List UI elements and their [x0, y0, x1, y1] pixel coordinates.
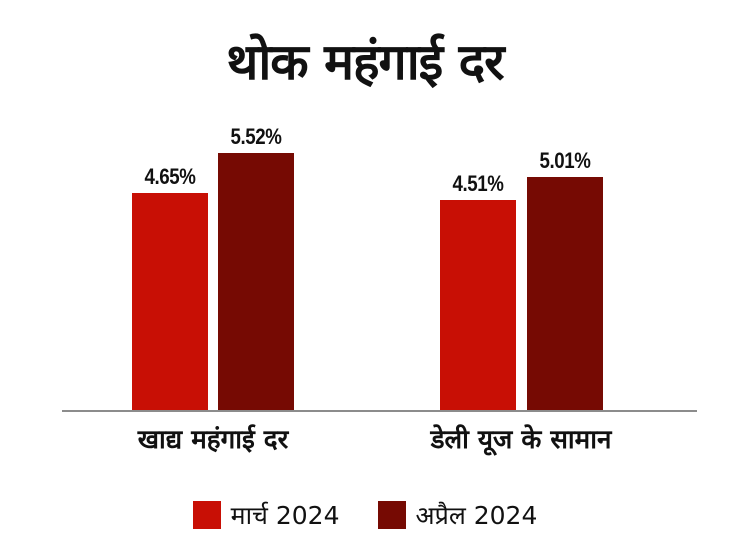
bar-value-label: 4.65%: [144, 164, 196, 189]
bar-april-food: [218, 153, 294, 411]
bar-value-label: 5.01%: [539, 148, 591, 173]
legend-label: मार्च 2024: [230, 501, 340, 530]
bar-march-daily-use: [440, 200, 516, 411]
legend-item-april: अप्रैल 2024: [377, 498, 538, 532]
category-label-food-inflation: खाद्य महंगाई दर: [137, 425, 289, 455]
category-label-daily-use-items: डेली यूज के सामान: [430, 425, 612, 455]
bar-april-daily-use: [527, 177, 603, 411]
legend-item-march: मार्च 2024: [192, 498, 340, 532]
bar-value-label: 5.52%: [230, 124, 282, 149]
bar-value-label: 4.51%: [452, 171, 504, 196]
legend-label: अप्रैल 2024: [415, 501, 538, 530]
bar-march-food: [132, 193, 208, 411]
legend-swatch-april: [377, 501, 406, 529]
legend-swatch-march: [192, 501, 221, 529]
legend: मार्च 2024 अप्रैल 2024: [0, 498, 730, 532]
x-axis-line: [62, 410, 697, 412]
chart-title: थोक महंगाई दर: [226, 33, 504, 91]
